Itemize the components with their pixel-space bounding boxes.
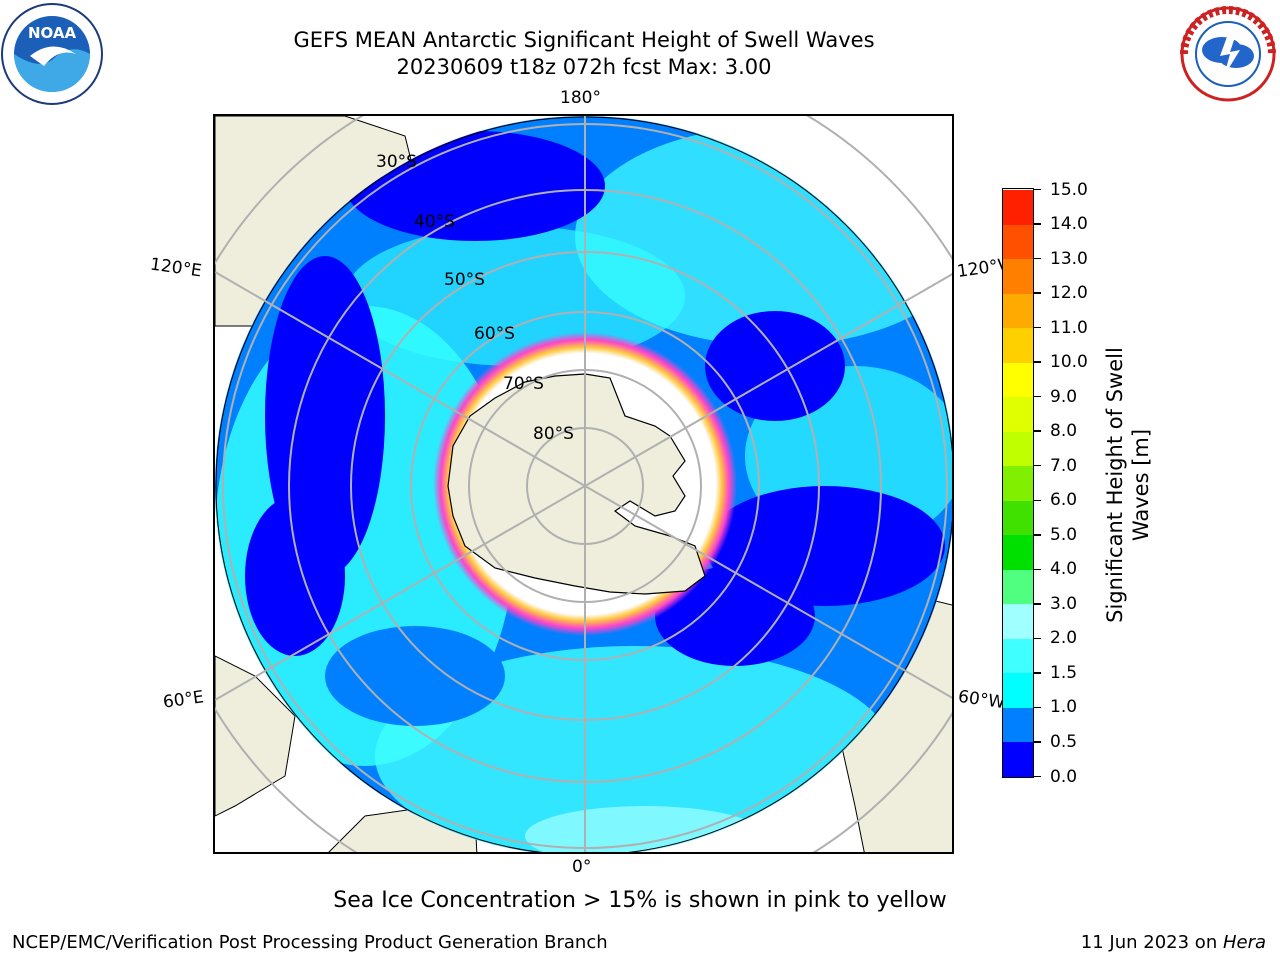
colorbar-title: Significant Height of Swell Waves [m] xyxy=(1103,347,1153,623)
antarctica xyxy=(447,373,706,595)
longitude-grid xyxy=(215,116,952,852)
colorbar-tick-label: 0.0 xyxy=(1050,766,1078,787)
colorbar-tick-label: 15.0 xyxy=(1050,179,1088,200)
colorbar-tick xyxy=(1034,499,1041,501)
colorbar-segment xyxy=(1003,465,1033,501)
ocean-disk xyxy=(215,116,952,852)
map-title: GEFS MEAN Antarctic Significant Height o… xyxy=(293,28,875,52)
colorbar-tick-label: 8.0 xyxy=(1050,421,1078,442)
colorbar-segment xyxy=(1003,431,1033,467)
colorbar-segment xyxy=(1003,742,1033,777)
colorbar-segment xyxy=(1003,258,1033,294)
footer-credit: NCEP/EMC/Verification Post Processing Pr… xyxy=(12,932,608,953)
lat-label-40s: 40°S xyxy=(414,212,455,232)
footer-date: 11 Jun 2023 on Hera xyxy=(1081,932,1266,953)
colorbar-segment xyxy=(1003,396,1033,432)
colorbar-tick xyxy=(1034,637,1041,640)
colorbar-tick-label: 3.0 xyxy=(1050,593,1078,614)
colorbar-tick-label: 11.0 xyxy=(1050,317,1088,338)
colorbar-tick-label: 4.0 xyxy=(1050,559,1078,580)
colorbar-tick xyxy=(1034,603,1041,605)
colorbar-tick xyxy=(1034,395,1041,398)
lat-label-50s: 50°S xyxy=(444,270,485,290)
colorbar-segment xyxy=(1003,603,1033,639)
lat-label-60s: 60°S xyxy=(474,324,515,344)
colorbar-segment xyxy=(1003,534,1033,570)
colorbar-segment xyxy=(1003,500,1033,536)
lon-label-bottom: 0° xyxy=(572,857,592,877)
colorbar-tick-label: 7.0 xyxy=(1050,455,1078,476)
lat-label-70s: 70°S xyxy=(503,374,544,394)
colorbar-tick xyxy=(1034,188,1041,191)
lon-label-lower-left: 60°E xyxy=(161,687,206,713)
lon-label-lower-right: 60°W xyxy=(956,686,1007,714)
lat-label-80s: 80°S xyxy=(533,424,574,444)
nws-logo xyxy=(1180,6,1276,102)
lat-label-30s: 30°S xyxy=(376,152,417,172)
colorbar-tick-label: 12.0 xyxy=(1050,283,1088,304)
lon-label-top: 180° xyxy=(560,88,601,108)
polar-map xyxy=(213,114,954,854)
noaa-logo-text: NOAA xyxy=(28,24,77,42)
colorbar-tick xyxy=(1034,326,1041,329)
colorbar-segment xyxy=(1003,293,1033,329)
colorbar-segment xyxy=(1003,569,1033,605)
colorbar-tick-label: 10.0 xyxy=(1050,352,1088,373)
colorbar-segment xyxy=(1003,224,1033,260)
colorbar-tick xyxy=(1034,223,1041,225)
colorbar-tick-label: 5.0 xyxy=(1050,524,1078,545)
colorbar-tick-label: 9.0 xyxy=(1050,386,1078,407)
colorbar-tick xyxy=(1034,775,1041,778)
polar-map-canvas xyxy=(215,116,952,852)
colorbar-tick-label: 0.5 xyxy=(1050,731,1078,752)
colorbar-tick xyxy=(1034,257,1041,260)
sea-ice-caption: Sea Ice Concentration > 15% is shown in … xyxy=(333,888,947,913)
colorbar-segment xyxy=(1003,189,1033,225)
colorbar-segment xyxy=(1003,362,1033,398)
colorbar xyxy=(1002,188,1034,778)
colorbar-tick xyxy=(1034,361,1041,363)
colorbar-tick-label: 1.5 xyxy=(1050,662,1078,683)
noaa-logo: NOAA xyxy=(1,3,103,105)
lon-label-upper-left: 120°E xyxy=(148,254,203,282)
colorbar-tick-label: 1.0 xyxy=(1050,697,1078,718)
colorbar-tick-label: 6.0 xyxy=(1050,490,1078,511)
footer-date-text: 11 Jun 2023 on xyxy=(1080,932,1223,953)
colorbar-tick-label: 14.0 xyxy=(1050,214,1088,235)
colorbar-segment xyxy=(1003,327,1033,363)
colorbar-tick xyxy=(1034,741,1041,743)
colorbar-tick-label: 13.0 xyxy=(1050,248,1088,269)
colorbar-tick xyxy=(1034,568,1041,571)
colorbar-tick xyxy=(1034,534,1041,536)
colorbar-tick xyxy=(1034,292,1041,294)
colorbar-segment xyxy=(1003,707,1033,743)
colorbar-tick-label: 2.0 xyxy=(1050,628,1078,649)
colorbar-tick xyxy=(1034,672,1041,674)
footer-host: Hera xyxy=(1222,932,1266,953)
colorbar-segment xyxy=(1003,638,1033,674)
map-subtitle: 20230609 t18z 072h fcst Max: 3.00 xyxy=(396,55,772,79)
colorbar-tick xyxy=(1034,430,1041,432)
colorbar-segment xyxy=(1003,672,1033,708)
colorbar-tick xyxy=(1034,464,1041,467)
colorbar-tick xyxy=(1034,706,1041,709)
